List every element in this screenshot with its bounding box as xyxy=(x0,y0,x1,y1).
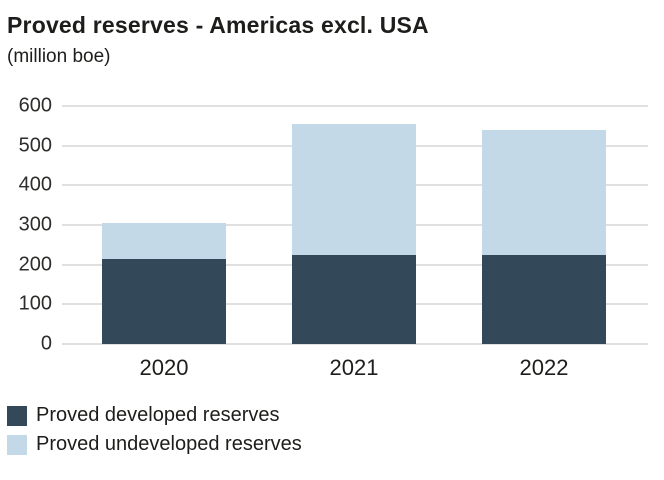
y-axis: 0 100 200 300 400 500 600 xyxy=(0,95,52,355)
y-axis-tick-label-200: 200 xyxy=(18,253,52,276)
gridline-600 xyxy=(62,105,648,107)
y-axis-tick-label-0: 0 xyxy=(40,332,52,355)
y-axis-tick-label-300: 300 xyxy=(18,213,52,236)
y-axis-tick-label-600: 600 xyxy=(18,94,52,117)
bar-segment-2021-developed xyxy=(292,254,416,344)
y-axis-tick-label-400: 400 xyxy=(18,173,52,196)
chart-title: Proved reserves - Americas excl. USA xyxy=(7,12,429,38)
chart-subtitle: (million boe) xyxy=(7,46,111,67)
y-axis-tick-label-500: 500 xyxy=(18,134,52,157)
bar-segment-2021-undeveloped xyxy=(292,123,416,255)
legend-swatch-icon xyxy=(7,434,27,455)
bar-2020 xyxy=(102,223,226,344)
legend-item-developed: Proved developed reserves xyxy=(7,404,302,427)
x-axis-tick-label-2022: 2022 xyxy=(519,355,569,380)
y-axis-tick-label-100: 100 xyxy=(18,292,52,315)
legend-swatch-icon xyxy=(7,405,27,426)
legend-label: Proved developed reserves xyxy=(36,404,280,426)
legend: Proved developed reserves Proved undevelo… xyxy=(7,404,302,462)
bar-segment-2020-undeveloped xyxy=(102,223,226,259)
legend-item-undeveloped: Proved undeveloped reserves xyxy=(7,433,302,456)
bar-2021 xyxy=(292,123,416,344)
bar-segment-2022-undeveloped xyxy=(482,129,606,255)
x-axis-tick-label-2021: 2021 xyxy=(329,355,379,380)
bar-segment-2022-developed xyxy=(482,254,606,344)
bar-2022 xyxy=(482,129,606,344)
x-axis: 2020 2021 2022 xyxy=(0,355,664,385)
x-axis-tick-label-2020: 2020 xyxy=(139,355,189,380)
gridline-0 xyxy=(62,343,648,345)
legend-label: Proved undeveloped reserves xyxy=(36,433,302,455)
plot-area xyxy=(62,105,648,345)
chart-header: Proved reserves - Americas excl. USA (mi… xyxy=(7,12,429,68)
bar-segment-2020-developed xyxy=(102,258,226,344)
